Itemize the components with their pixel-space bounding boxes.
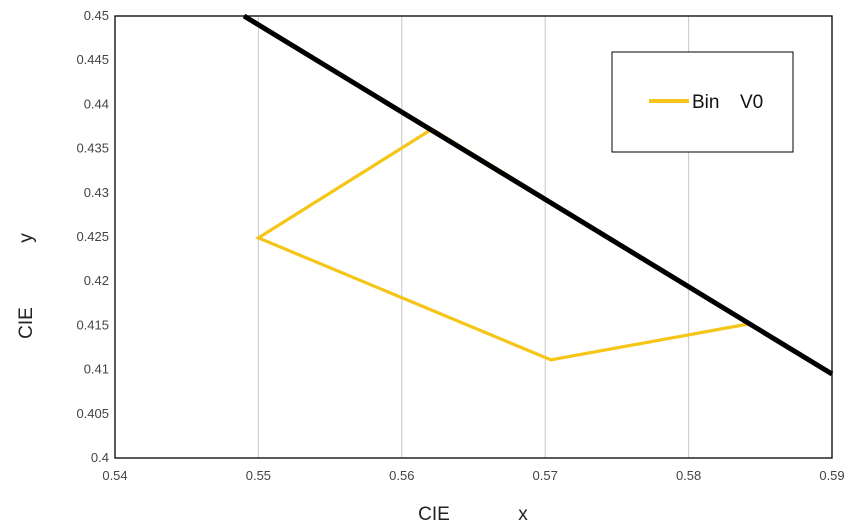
- x-axis-title-cie: CIE: [418, 504, 450, 525]
- y-tick-label-0.4: 0.4: [91, 450, 109, 465]
- x-axis-title-x: x: [518, 504, 528, 525]
- series-line-bin-v0: [254, 127, 755, 362]
- y-tick-label-0.42: 0.42: [84, 273, 109, 288]
- y-tick-label-0.425: 0.425: [76, 229, 109, 244]
- legend-label-v0: V0: [740, 92, 763, 113]
- y-tick-label-0.405: 0.405: [76, 406, 109, 421]
- tick-label-layer: 0.4 0.405 0.41 0.415 0.42 0.425 0.43 0.435 0.44 0…: [76, 8, 844, 483]
- series-layer: [242, 13, 834, 377]
- boundary-line: [242, 13, 834, 377]
- y-axis-title-y: y: [16, 233, 37, 243]
- x-tick-label-0.54: 0.54: [102, 468, 127, 483]
- plot-area-border: [114, 15, 833, 459]
- x-tick-label-0.56: 0.56: [389, 468, 414, 483]
- x-tick-label-0.59: 0.59: [819, 468, 844, 483]
- x-tick-label-0.55: 0.55: [246, 468, 271, 483]
- y-tick-label-0.41: 0.41: [84, 362, 109, 377]
- y-tick-label-0.435: 0.435: [76, 141, 109, 156]
- y-tick-label-0.44: 0.44: [84, 96, 109, 111]
- legend-box: [611, 51, 794, 153]
- legend: Bin V0: [611, 51, 794, 153]
- y-axis-title-cie: CIE: [16, 307, 37, 339]
- x-tick-label-0.58: 0.58: [676, 468, 701, 483]
- y-tick-label-0.445: 0.445: [76, 52, 109, 67]
- legend-label-bin: Bin: [692, 92, 719, 113]
- y-tick-label-0.43: 0.43: [84, 185, 109, 200]
- x-tick-label-0.57: 0.57: [533, 468, 558, 483]
- y-tick-label-0.415: 0.415: [76, 317, 109, 332]
- y-tick-label-0.45: 0.45: [84, 8, 109, 23]
